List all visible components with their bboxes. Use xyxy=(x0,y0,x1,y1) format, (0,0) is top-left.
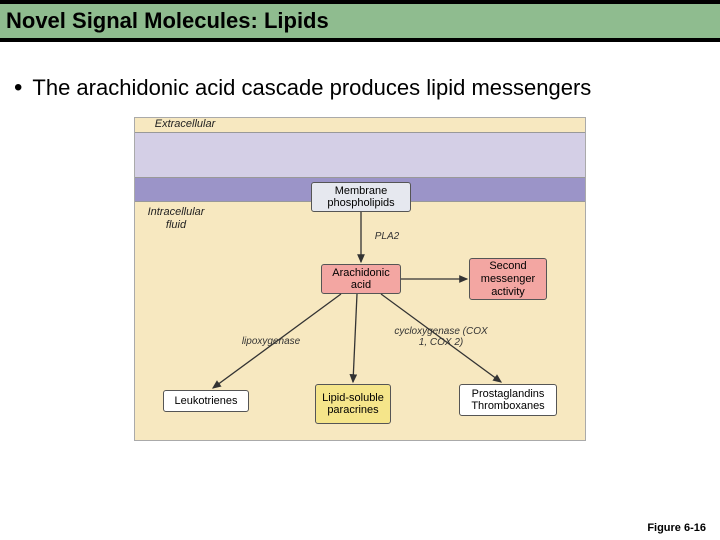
bullet-text: The arachidonic acid cascade produces li… xyxy=(32,75,591,100)
box-membrane-phospholipids: Membrane phospholipids xyxy=(311,182,411,212)
bullet-dot: • xyxy=(14,74,22,101)
label-intracellular: Intracellular fluid xyxy=(141,206,211,231)
label-pla2: PLA2 xyxy=(367,231,407,242)
extracellular-band xyxy=(135,132,585,178)
label-lipoxygenase: lipoxygenase xyxy=(231,336,311,347)
box-second-messenger: Second messenger activity xyxy=(469,258,547,300)
label-cycloxygenase: cycloxygenase (COX 1, COX 2) xyxy=(393,326,489,348)
header-strip: Novel Signal Molecules: Lipids xyxy=(0,4,720,38)
box-lipid-paracrines: Lipid-soluble paracrines xyxy=(315,384,391,424)
arrow-aa-lip xyxy=(353,294,357,382)
box-arachidonic-acid: Arachidonic acid xyxy=(321,264,401,294)
bullet-point: • The arachidonic acid cascade produces l… xyxy=(14,72,706,103)
box-leukotrienes: Leukotrienes xyxy=(163,390,249,412)
box-prostaglandins: Prostaglandins Thromboxanes xyxy=(459,384,557,416)
header-bar: Novel Signal Molecules: Lipids xyxy=(0,0,720,42)
page-title: Novel Signal Molecules: Lipids xyxy=(6,8,329,34)
figure-caption: Figure 6-16 xyxy=(647,522,706,534)
cascade-diagram: Extracellular fluid Intracellular fluid … xyxy=(134,117,586,441)
